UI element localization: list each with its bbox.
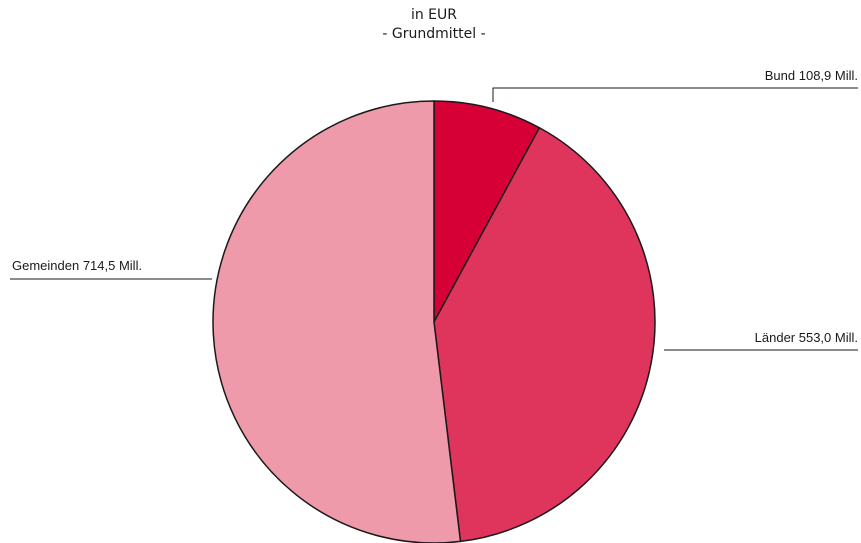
pie-labels: Bund 108,9 Mill. Länder 553,0 Mill. Gemein… <box>12 68 858 345</box>
pie-slices <box>212 100 656 543</box>
slice-label-bund: Bund 108,9 Mill. <box>765 68 858 83</box>
pie-slice-l-nder <box>433 127 656 543</box>
chart-subtitle: - Grundmittel - <box>382 26 486 42</box>
slice-label-gemeinden: Gemeinden 714,5 Mill. <box>12 258 142 273</box>
pie-slice-bund <box>433 100 541 323</box>
slice-label-l-nder: Länder 553,0 Mill. <box>755 330 858 345</box>
pie-slice-gemeinden <box>212 100 462 543</box>
leader-line-bund <box>492 87 858 102</box>
chart-title-block: in EUR - Grundmittel - <box>0 6 861 44</box>
pie-leader-lines <box>10 87 858 351</box>
chart-title: in EUR <box>410 7 458 23</box>
